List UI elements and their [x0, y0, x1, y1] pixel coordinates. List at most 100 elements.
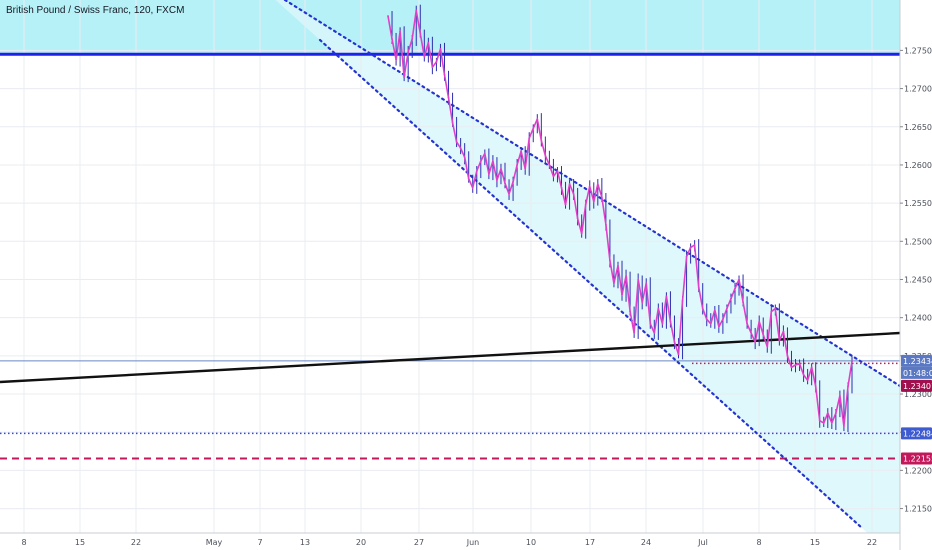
price-point	[592, 200, 595, 203]
price-point	[790, 366, 793, 369]
price-point	[742, 301, 744, 304]
price-point	[455, 141, 458, 143]
price-point	[778, 339, 781, 342]
price-point	[467, 177, 470, 180]
price-point	[407, 51, 410, 53]
price-point	[492, 160, 494, 163]
price-point	[387, 15, 389, 17]
price-point	[814, 385, 817, 388]
price-point	[641, 301, 644, 304]
price-point	[600, 196, 603, 198]
price-point	[750, 332, 752, 334]
price-point	[544, 154, 547, 157]
price-point	[645, 282, 648, 285]
time-tick-label: 8	[756, 538, 761, 547]
chart-title: British Pound / Swiss Franc, 120, FXCM	[6, 5, 185, 16]
price-point	[536, 118, 539, 120]
time-tick-label: 7	[257, 538, 262, 547]
price-tick-label: 1.22000	[904, 466, 932, 475]
price-label-text: 1.23434	[903, 357, 932, 366]
price-point	[423, 55, 426, 58]
price-point	[705, 318, 708, 321]
price-point	[649, 322, 652, 325]
price-point	[447, 96, 450, 99]
price-point	[818, 419, 821, 422]
price-point	[835, 412, 837, 414]
price-point	[556, 170, 559, 172]
price-point	[726, 307, 728, 310]
time-tick-label: 24	[641, 538, 651, 547]
price-point	[782, 330, 785, 333]
price-point	[774, 307, 777, 310]
price-point	[766, 345, 769, 348]
price-point	[520, 150, 522, 153]
price-point	[621, 293, 623, 296]
price-point	[532, 127, 535, 130]
price-point	[685, 255, 688, 258]
price-point	[496, 179, 498, 182]
time-tick-label: 8	[21, 538, 26, 547]
price-point	[718, 325, 720, 328]
price-point	[431, 66, 434, 69]
price-point	[528, 137, 531, 140]
zones-layer	[0, 0, 901, 533]
price-point	[439, 48, 442, 50]
price-label-text: 1.22484	[903, 429, 932, 438]
price-point	[548, 164, 551, 166]
price-point	[693, 244, 696, 247]
countdown-box	[901, 366, 932, 379]
price-point	[629, 310, 631, 313]
price-label-box	[901, 452, 932, 465]
price-point	[463, 156, 466, 159]
price-point	[572, 193, 575, 195]
price-point	[847, 385, 849, 388]
price-point	[770, 310, 773, 313]
price-point	[802, 374, 805, 376]
price-point	[794, 364, 797, 366]
upper-zone	[0, 0, 900, 55]
time-tick-label: 15	[75, 538, 85, 547]
price-tick-label: 1.25500	[904, 199, 932, 208]
price-point	[588, 185, 591, 188]
price-point	[806, 379, 809, 382]
price-point	[451, 122, 454, 124]
price-point	[843, 425, 845, 427]
price-point	[709, 322, 712, 325]
price-label-box	[901, 427, 932, 440]
channel-upper-line	[283, 0, 902, 388]
series-layer	[387, 4, 853, 433]
drawing-layer	[0, 0, 902, 530]
price-label-box	[901, 354, 932, 367]
price-point	[738, 278, 740, 281]
price-point	[673, 341, 676, 343]
price-tick-label: 1.24000	[904, 314, 932, 323]
grid-layer	[0, 0, 900, 533]
price-point	[568, 183, 571, 185]
price-point	[516, 164, 518, 166]
price-point	[524, 167, 527, 170]
time-tick-label: 17	[585, 538, 595, 547]
price-point	[677, 353, 680, 356]
price-point	[661, 322, 664, 325]
price-point	[830, 422, 833, 424]
price-point	[415, 9, 418, 12]
price-point	[617, 264, 619, 267]
price-point	[391, 38, 393, 40]
price-point	[576, 217, 579, 220]
price-tick-label: 1.24500	[904, 275, 932, 284]
price-point	[713, 309, 716, 311]
price-tick-label: 1.26000	[904, 161, 932, 170]
price-point	[701, 307, 704, 310]
price-point	[722, 318, 724, 321]
price-point	[540, 139, 543, 142]
price-point	[613, 282, 615, 285]
price-point	[754, 341, 757, 343]
price-point	[443, 73, 446, 76]
price-point	[512, 180, 514, 183]
price-point	[419, 32, 422, 35]
price-point	[395, 58, 397, 61]
price-point	[657, 307, 660, 310]
time-tick-label: 13	[300, 538, 310, 547]
